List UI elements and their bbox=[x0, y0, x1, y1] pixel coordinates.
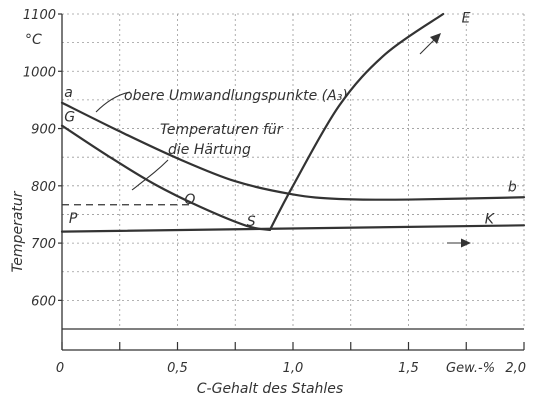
x-unit-label: Gew.-% bbox=[446, 361, 495, 376]
y-axis-title: Temperatur bbox=[10, 190, 26, 272]
series-line-1 bbox=[268, 12, 445, 232]
y-tick-label-1: 700 bbox=[31, 237, 56, 252]
point-label-O: O bbox=[184, 192, 195, 208]
x-axis-title: C-Gehalt des Stahles bbox=[197, 381, 343, 397]
x-tick-label-3: 1,5 bbox=[398, 361, 419, 376]
point-label-G: G bbox=[64, 110, 75, 126]
y-tick-label-4: 1000 bbox=[23, 65, 56, 80]
series-line-0 bbox=[60, 124, 271, 232]
arrow-e-head bbox=[430, 33, 441, 44]
annotation-group: obere Umwandlungspunkte (A₃) Temperature… bbox=[95, 33, 471, 248]
ticks: 600 700 800 900 1000 1100 0 0,5 1,0 1,5 2,0 bbox=[23, 8, 526, 376]
series-line-3 bbox=[60, 224, 526, 233]
arrow-k-head bbox=[461, 238, 471, 248]
point-label-K: K bbox=[485, 212, 496, 228]
upper-annotation-text: obere Umwandlungspunkte (A₃) bbox=[124, 88, 348, 104]
point-label-E: E bbox=[462, 11, 471, 27]
curves bbox=[60, 12, 526, 233]
x-tick-label-0: 0 bbox=[56, 361, 64, 376]
y-tick-label-3: 900 bbox=[31, 123, 56, 138]
point-labels: aG P O S EbK bbox=[64, 11, 517, 230]
point-label-S: S bbox=[247, 214, 256, 230]
hardening-annotation-leader bbox=[131, 159, 169, 191]
y-tick-label-2: 800 bbox=[31, 180, 56, 195]
labels: °C Temperatur C-Gehalt des Stahles Gew.-… bbox=[10, 32, 495, 397]
y-unit-label: °C bbox=[25, 32, 42, 48]
x-tick-label-1: 0,5 bbox=[167, 361, 188, 376]
point-label-b: b bbox=[508, 180, 517, 196]
upper-annotation-leader bbox=[95, 91, 131, 113]
hardening-annotation-line1: Temperaturen für bbox=[160, 122, 284, 138]
point-label-P: P bbox=[69, 211, 78, 227]
x-tick-label-2: 1,0 bbox=[283, 361, 304, 376]
hardening-annotation-line2: die Härtung bbox=[168, 142, 251, 158]
y-tick-label-0: 600 bbox=[31, 294, 56, 309]
point-label-a: a bbox=[64, 85, 73, 101]
x-tick-label-4: 2,0 bbox=[505, 361, 526, 376]
y-tick-label-5: 1100 bbox=[23, 8, 56, 23]
series-line-2 bbox=[60, 101, 526, 201]
